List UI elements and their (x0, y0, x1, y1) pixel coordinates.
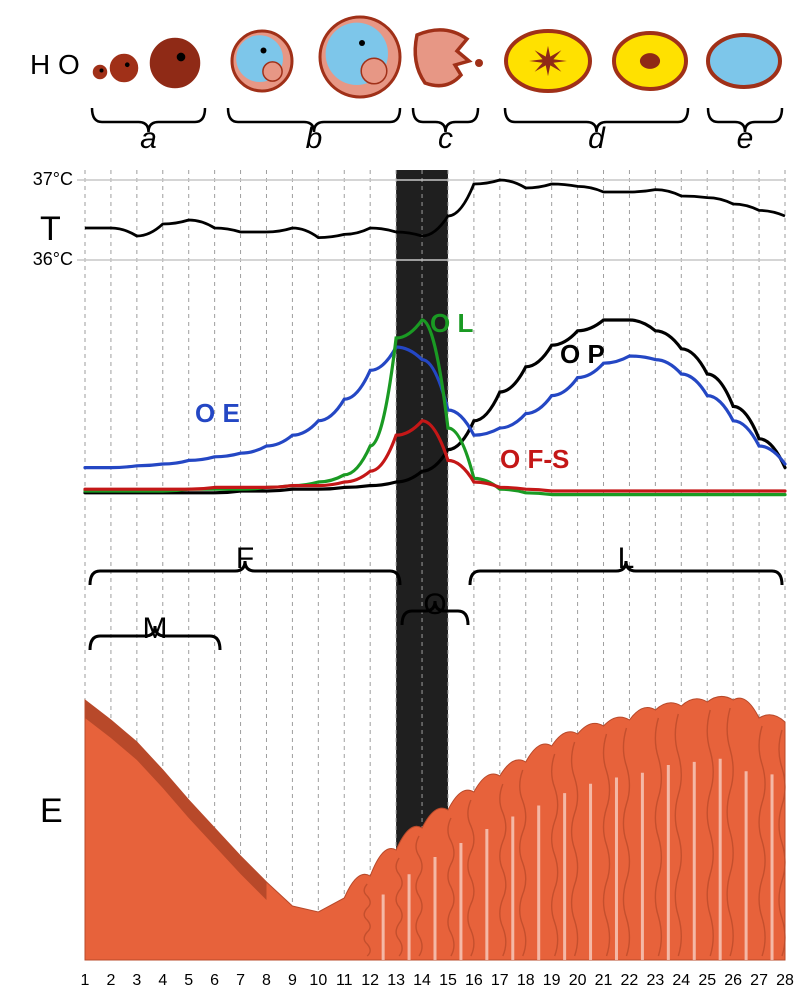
hormone-label-E: O E (195, 398, 240, 428)
diagram-stage: 1234567891011121314151617181920212223242… (0, 0, 800, 1000)
xaxis-day: 27 (750, 972, 768, 989)
xaxis-day: 12 (361, 972, 379, 989)
hormone-label-L: O L (430, 308, 473, 338)
row-label-E: E (40, 792, 63, 830)
diagram-svg: 1234567891011121314151617181920212223242… (0, 0, 800, 1000)
xaxis-day: 20 (569, 972, 587, 989)
xaxis-day: 10 (309, 972, 327, 989)
follicle-icon (506, 31, 590, 91)
xaxis-day: 9 (288, 972, 297, 989)
phase-label: F (236, 542, 254, 575)
xaxis-day: 17 (491, 972, 509, 989)
top-brace-label: c (438, 122, 453, 155)
temp-label-36: 36°C (33, 249, 73, 269)
top-brace-label: d (588, 122, 606, 155)
follicle-icon (94, 66, 106, 78)
phase-label: M (143, 612, 168, 645)
xaxis-day: 2 (106, 972, 115, 989)
xaxis-day: 19 (543, 972, 561, 989)
xaxis-day: 16 (465, 972, 483, 989)
follicle-icon (111, 55, 137, 81)
follicle-icon (708, 35, 780, 87)
xaxis-day: 8 (262, 972, 271, 989)
xaxis-day: 25 (698, 972, 716, 989)
xaxis-day: 28 (776, 972, 794, 989)
xaxis-day: 3 (132, 972, 141, 989)
xaxis-day: 1 (81, 972, 90, 989)
xaxis-day: 22 (621, 972, 639, 989)
follicle-icon (151, 39, 199, 87)
hormone-label-FS: O F-S (500, 444, 569, 474)
row-label-HO: H O (30, 49, 80, 80)
xaxis-day: 6 (210, 972, 219, 989)
xaxis-day: 11 (336, 972, 353, 989)
follicle-icon (614, 33, 686, 89)
xaxis-day: 26 (724, 972, 742, 989)
follicle-icon (415, 30, 483, 86)
xaxis-day: 24 (672, 972, 690, 989)
xaxis-day: 14 (413, 972, 431, 989)
follicle-icon (232, 31, 292, 91)
top-brace-label: b (306, 122, 323, 155)
xaxis-day: 7 (236, 972, 245, 989)
temp-label-37: 37°C (33, 169, 73, 189)
xaxis-day: 5 (184, 972, 193, 989)
phase-label: O (423, 588, 446, 621)
xaxis-day: 18 (517, 972, 535, 989)
xaxis-day: 21 (595, 972, 613, 989)
xaxis-day: 23 (646, 972, 664, 989)
phase-label: L (618, 542, 635, 575)
row-label-T: T (40, 210, 61, 248)
xaxis-day: 13 (387, 972, 405, 989)
follicle-icon (320, 17, 400, 97)
top-brace-label: a (140, 122, 157, 155)
hormone-label-P: O P (560, 339, 605, 369)
top-brace-label: e (737, 122, 754, 155)
xaxis-day: 15 (439, 972, 457, 989)
xaxis-day: 4 (158, 972, 167, 989)
